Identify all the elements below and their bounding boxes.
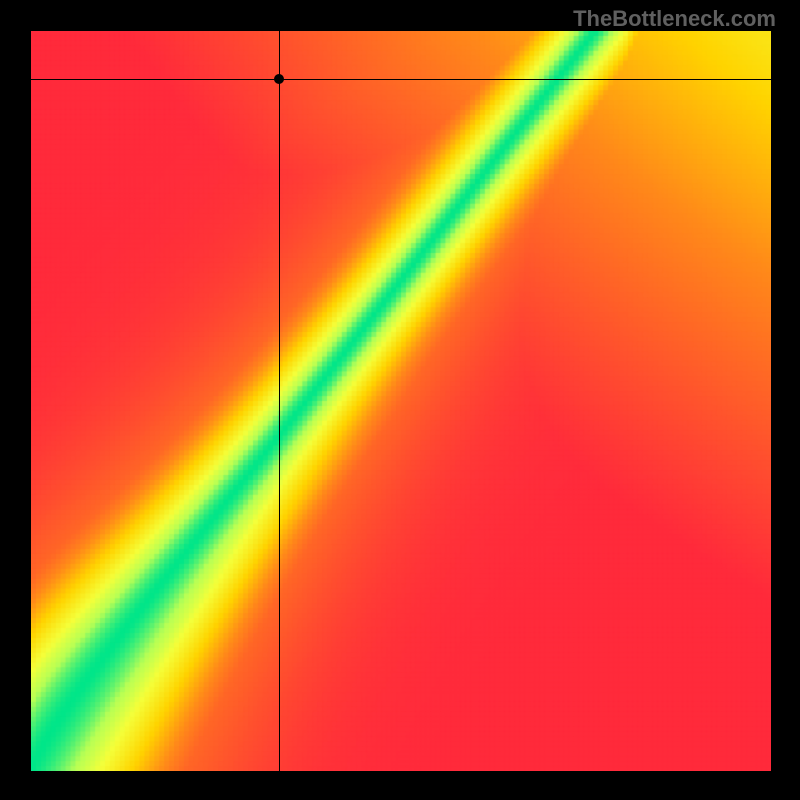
watermark-text: TheBottleneck.com [573,6,776,32]
chart-container: TheBottleneck.com [0,0,800,800]
crosshair-horizontal [31,79,771,80]
heatmap-plot [30,30,772,772]
heatmap-canvas [31,31,771,771]
marker-dot [274,74,284,84]
crosshair-vertical [279,31,280,771]
